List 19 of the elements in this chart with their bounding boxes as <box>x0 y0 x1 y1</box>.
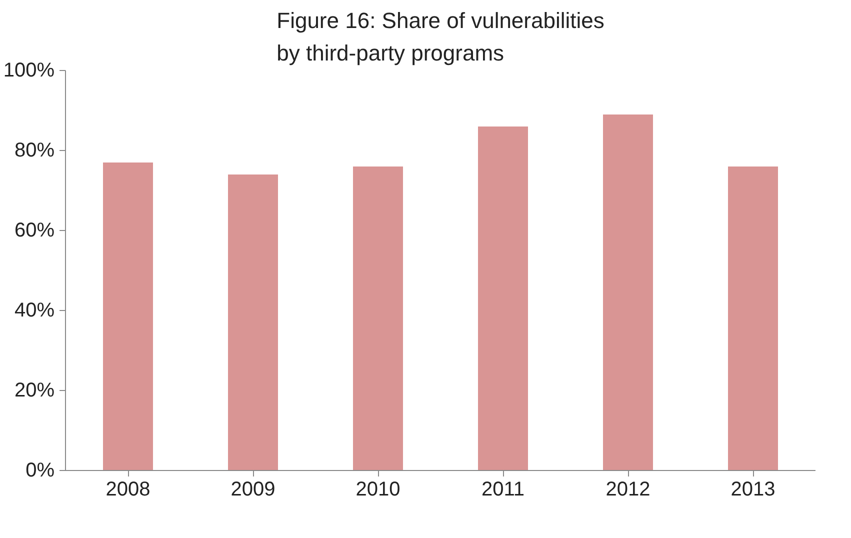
bar <box>353 166 403 470</box>
bar <box>728 166 778 470</box>
x-tick-label: 2009 <box>230 478 276 500</box>
bar <box>603 114 653 470</box>
x-tick-label: 2013 <box>730 478 776 500</box>
chart-title: Figure 16: Share of vulnerabilities by third-party programs <box>276 8 604 66</box>
x-tick-label: 2008 <box>106 478 150 500</box>
y-tick-label: 20% <box>14 380 55 402</box>
bar <box>478 126 528 470</box>
x-tick-label: 2012 <box>606 478 650 500</box>
y-tick-label: 0% <box>26 460 55 482</box>
y-tick-label: 60% <box>14 220 55 242</box>
y-tick-label: 40% <box>14 300 55 322</box>
bar <box>103 162 153 470</box>
x-tick-label: 2011 <box>481 478 525 500</box>
y-tick-label: 80% <box>14 140 55 162</box>
bar <box>228 174 278 470</box>
x-tick-label: 2010 <box>356 478 400 500</box>
y-tick-label: 100% <box>3 60 55 82</box>
